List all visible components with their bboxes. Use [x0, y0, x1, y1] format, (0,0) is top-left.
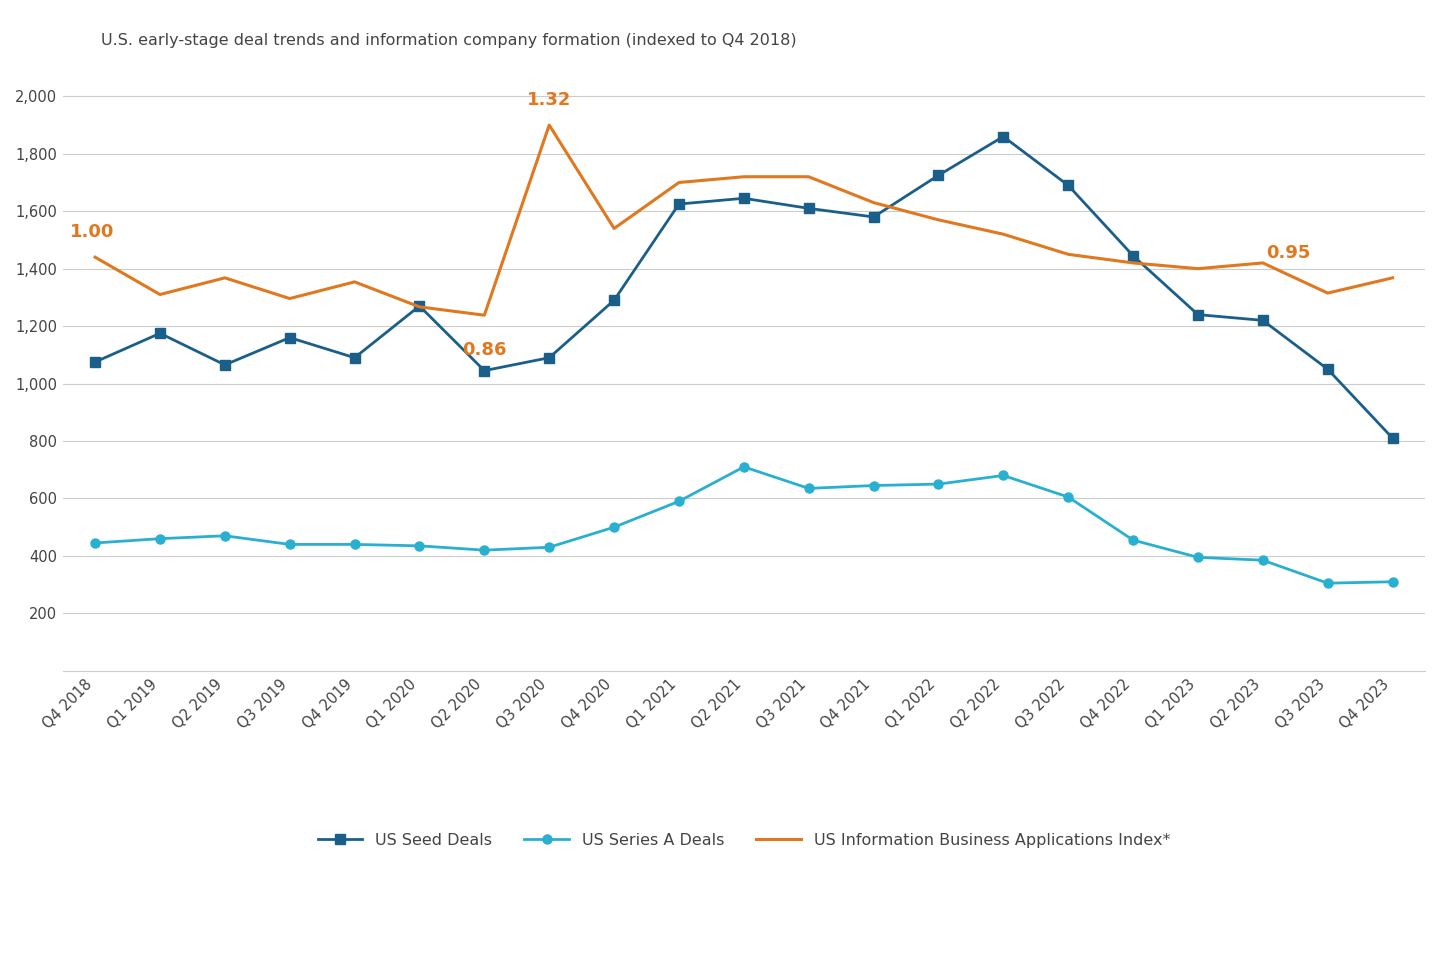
US Series A Deals: [1060, 491, 1077, 503]
Text: 0.95: 0.95: [1267, 244, 1310, 262]
US Information Business Applications Index*: [1060, 249, 1077, 260]
US Information Business Applications Index*: [151, 289, 168, 300]
US Seed Deals: [151, 328, 168, 339]
US Series A Deals: [736, 461, 753, 472]
US Information Business Applications Index*: [995, 228, 1012, 240]
US Series A Deals: [475, 544, 492, 555]
US Series A Deals: [346, 538, 363, 550]
US Information Business Applications Index*: [1254, 257, 1272, 269]
US Information Business Applications Index*: [605, 223, 622, 234]
US Information Business Applications Index*: [540, 120, 557, 131]
Text: U.S. early-stage deal trends and information company formation (indexed to Q4 20: U.S. early-stage deal trends and informa…: [101, 33, 796, 49]
US Series A Deals: [86, 537, 104, 549]
US Seed Deals: [995, 131, 1012, 142]
US Seed Deals: [865, 211, 883, 223]
US Seed Deals: [1384, 432, 1401, 444]
US Seed Deals: [930, 169, 948, 181]
Text: 0.86: 0.86: [462, 341, 507, 359]
US Information Business Applications Index*: [801, 171, 818, 183]
US Seed Deals: [736, 192, 753, 204]
US Series A Deals: [930, 478, 948, 489]
Line: US Information Business Applications Index*: US Information Business Applications Ind…: [95, 125, 1392, 315]
US Series A Deals: [540, 541, 557, 553]
US Information Business Applications Index*: [216, 272, 233, 284]
US Series A Deals: [1384, 576, 1401, 588]
US Seed Deals: [1189, 309, 1207, 320]
US Seed Deals: [281, 332, 298, 343]
US Seed Deals: [605, 294, 622, 306]
US Seed Deals: [410, 300, 428, 312]
Line: US Seed Deals: US Seed Deals: [91, 132, 1397, 443]
US Series A Deals: [216, 530, 233, 541]
US Series A Deals: [1319, 577, 1336, 589]
US Seed Deals: [1060, 180, 1077, 191]
US Information Business Applications Index*: [281, 293, 298, 304]
US Seed Deals: [346, 352, 363, 363]
US Information Business Applications Index*: [930, 214, 948, 226]
US Information Business Applications Index*: [346, 276, 363, 288]
US Seed Deals: [86, 357, 104, 368]
US Information Business Applications Index*: [736, 171, 753, 183]
US Information Business Applications Index*: [1384, 272, 1401, 284]
US Information Business Applications Index*: [671, 177, 688, 188]
Legend: US Seed Deals, US Series A Deals, US Information Business Applications Index*: US Seed Deals, US Series A Deals, US Inf…: [318, 833, 1169, 848]
Text: 1.32: 1.32: [527, 91, 572, 109]
US Seed Deals: [216, 359, 233, 371]
US Seed Deals: [1254, 315, 1272, 326]
US Series A Deals: [995, 469, 1012, 481]
US Series A Deals: [151, 532, 168, 544]
US Information Business Applications Index*: [1125, 257, 1142, 269]
US Information Business Applications Index*: [1319, 288, 1336, 299]
US Series A Deals: [410, 540, 428, 552]
US Series A Deals: [605, 521, 622, 532]
US Seed Deals: [1319, 363, 1336, 375]
US Series A Deals: [865, 480, 883, 491]
US Series A Deals: [1189, 552, 1207, 563]
Text: 1.00: 1.00: [69, 224, 114, 241]
US Information Business Applications Index*: [865, 197, 883, 208]
US Seed Deals: [801, 203, 818, 214]
US Series A Deals: [1254, 554, 1272, 566]
US Series A Deals: [281, 538, 298, 550]
US Information Business Applications Index*: [1189, 263, 1207, 274]
US Seed Deals: [475, 365, 492, 377]
US Seed Deals: [540, 352, 557, 363]
US Seed Deals: [671, 198, 688, 209]
US Information Business Applications Index*: [410, 301, 428, 313]
US Information Business Applications Index*: [86, 251, 104, 263]
US Seed Deals: [1125, 250, 1142, 262]
US Series A Deals: [671, 495, 688, 507]
US Series A Deals: [801, 483, 818, 494]
US Series A Deals: [1125, 534, 1142, 546]
Line: US Series A Deals: US Series A Deals: [91, 463, 1397, 588]
US Information Business Applications Index*: [475, 310, 492, 321]
